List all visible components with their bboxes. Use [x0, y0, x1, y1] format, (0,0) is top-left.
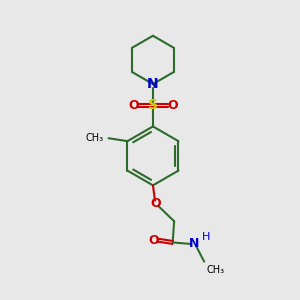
Text: S: S	[148, 98, 158, 112]
Text: O: O	[128, 99, 139, 112]
Text: CH₃: CH₃	[85, 133, 103, 142]
Text: CH₃: CH₃	[206, 265, 225, 275]
Text: O: O	[151, 197, 161, 210]
Text: O: O	[148, 234, 159, 247]
Text: N: N	[147, 77, 159, 91]
Text: H: H	[202, 232, 211, 242]
Text: O: O	[167, 99, 178, 112]
Text: N: N	[189, 237, 199, 250]
